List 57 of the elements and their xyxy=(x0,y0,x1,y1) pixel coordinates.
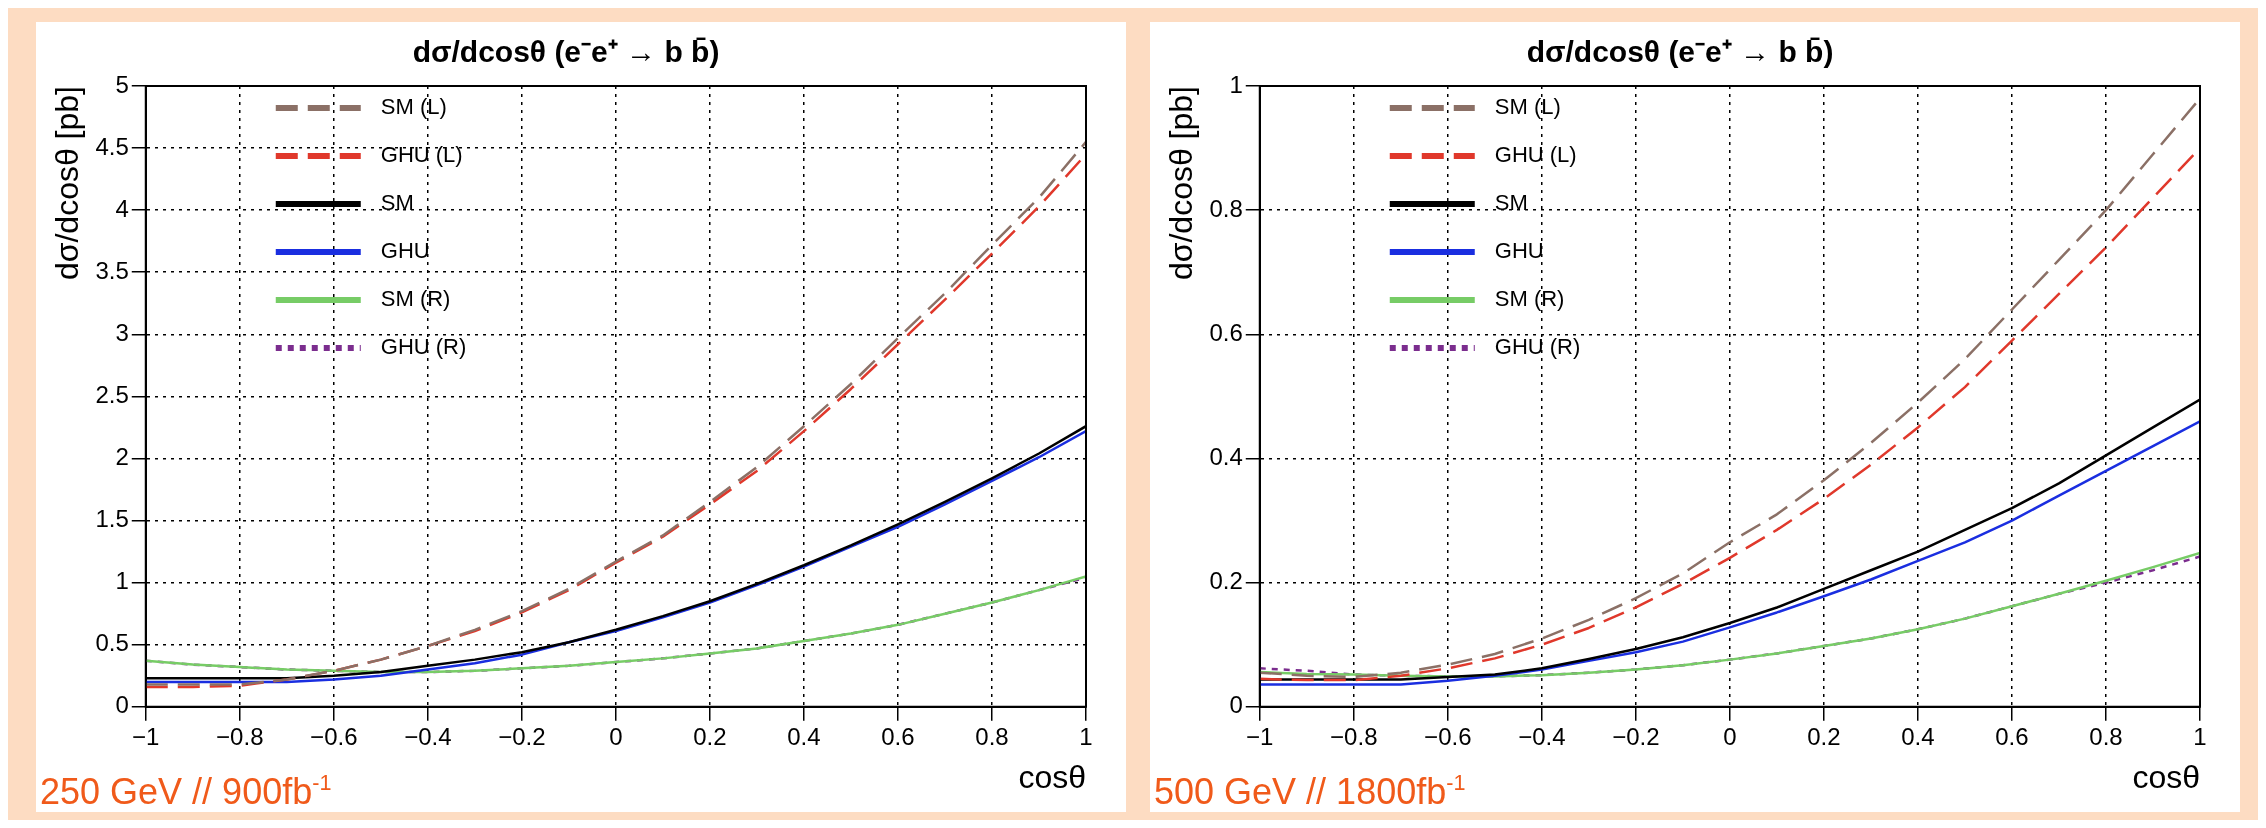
x-tick-label: 0 xyxy=(609,722,623,750)
x-tick-label: −0.6 xyxy=(1424,722,1472,750)
x-tick-label: −0.2 xyxy=(498,722,546,750)
x-axis-title: cosθ xyxy=(2132,758,2200,795)
y-tick-label: 2.5 xyxy=(95,381,129,409)
x-tick-label: 1 xyxy=(1079,722,1093,750)
x-tick-label: −1 xyxy=(132,722,160,750)
y-axis-title: dσ/dcosθ [pb] xyxy=(1163,86,1200,281)
legend-label: GHU (L) xyxy=(1494,142,1577,168)
x-tick-label: 1 xyxy=(2193,722,2207,750)
x-tick-label: −0.2 xyxy=(1612,722,1660,750)
legend-label: GHU (L) xyxy=(380,142,463,168)
x-tick-label: 0.8 xyxy=(2089,722,2123,750)
y-tick-label: 0 xyxy=(1229,691,1243,719)
legend-label: SM (R) xyxy=(380,286,451,312)
y-tick-label: 1 xyxy=(115,567,129,595)
y-tick-label: 4 xyxy=(115,194,129,222)
y-tick-label: 2 xyxy=(115,443,129,471)
x-tick-label: 0.8 xyxy=(975,722,1009,750)
x-tick-label: 0.6 xyxy=(1995,722,2029,750)
legend-label: SM (R) xyxy=(1494,286,1565,312)
y-tick-label: 0.2 xyxy=(1209,567,1243,595)
legend-label: SM xyxy=(380,190,414,216)
chart-title: dσ/dcosθ (e⁻e⁺ → b b̄) xyxy=(412,35,720,69)
x-tick-label: −0.8 xyxy=(1330,722,1378,750)
x-tick-label: 0.2 xyxy=(1807,722,1841,750)
x-tick-label: 0.6 xyxy=(881,722,915,750)
y-tick-label: 0.6 xyxy=(1209,318,1243,346)
x-tick-label: −0.4 xyxy=(404,722,452,750)
x-tick-label: 0.4 xyxy=(787,722,821,750)
y-tick-label: 0 xyxy=(115,691,129,719)
x-tick-label: 0.4 xyxy=(1901,722,1935,750)
y-tick-label: 0.5 xyxy=(95,629,129,657)
y-tick-label: 3 xyxy=(115,318,129,346)
legend-label: GHU (R) xyxy=(380,334,467,360)
legend-label: GHU (R) xyxy=(1494,334,1581,360)
x-tick-label: 0 xyxy=(1723,722,1737,750)
y-tick-label: 1.5 xyxy=(95,505,129,533)
y-tick-label: 5 xyxy=(115,70,129,98)
x-tick-label: −0.6 xyxy=(310,722,358,750)
y-tick-label: 0.4 xyxy=(1209,443,1243,471)
y-tick-label: 0.8 xyxy=(1209,194,1243,222)
y-tick-label: 1 xyxy=(1229,70,1243,98)
x-tick-label: 0.2 xyxy=(693,722,727,750)
x-tick-label: −0.8 xyxy=(216,722,264,750)
legend-label: GHU xyxy=(380,238,430,264)
y-axis-title: dσ/dcosθ [pb] xyxy=(49,86,86,281)
legend-label: GHU xyxy=(1494,238,1544,264)
y-tick-label: 3.5 xyxy=(95,256,129,284)
x-axis-title: cosθ xyxy=(1018,758,1086,795)
legend-label: SM (L) xyxy=(380,94,447,120)
legend-label: SM (L) xyxy=(1494,94,1561,120)
legend-label: SM xyxy=(1494,190,1528,216)
x-tick-label: −0.4 xyxy=(1518,722,1566,750)
x-tick-label: −1 xyxy=(1246,722,1274,750)
y-tick-label: 4.5 xyxy=(95,132,129,160)
chart-title: dσ/dcosθ (e⁻e⁺ → b b̄) xyxy=(1526,35,1834,69)
